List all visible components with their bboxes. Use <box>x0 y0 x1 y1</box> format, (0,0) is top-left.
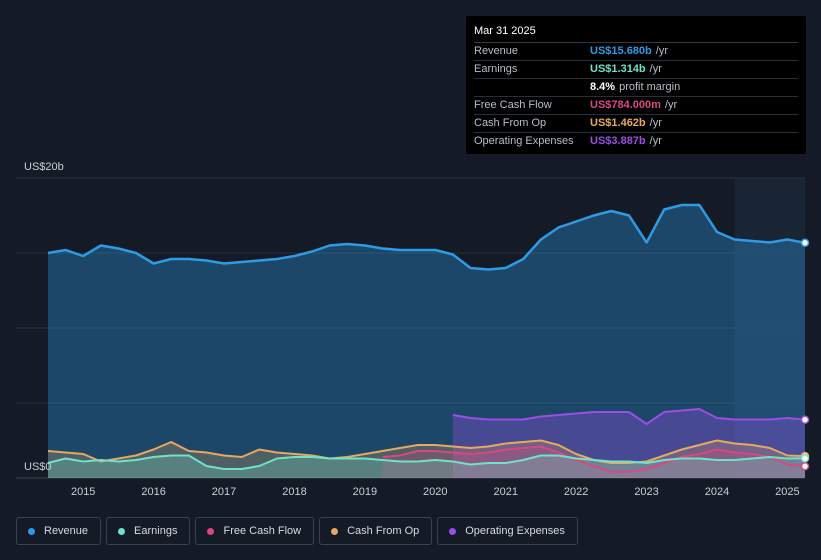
revenue-area <box>48 205 805 478</box>
tooltip-row: Earnings US$1.314b/yr <box>474 61 798 79</box>
revenue-end-point <box>800 238 810 248</box>
tooltip-row-value: US$1.314b <box>590 63 646 75</box>
tooltip-row-unit: /yr <box>649 135 662 147</box>
cash-from-op-line <box>47 439 806 464</box>
tooltip-row-unit: profit margin <box>619 81 681 93</box>
legend-item-operating-expenses[interactable]: Operating Expenses <box>437 517 578 545</box>
tooltip-row-value: US$3.887b <box>590 135 646 147</box>
series-areas <box>48 205 805 478</box>
tooltip: Mar 31 2025 Revenue US$15.680b/yr Earnings… <box>466 16 806 154</box>
x-tick-label: 2019 <box>353 486 377 498</box>
legend-item-label: Cash From Op <box>347 525 420 537</box>
series-lines <box>47 203 806 473</box>
tooltip-date: Mar 31 2025 <box>474 24 798 43</box>
x-tick-label: 2018 <box>282 486 306 498</box>
chart-area: US$20b US$0 2015 2016 2017 2018 2019 2020 2021… <box>16 161 810 498</box>
x-axis-ticks: 2015 2016 2017 2018 2019 2020 2021 2022 2023 2024… <box>71 486 800 498</box>
x-tick-label: 2020 <box>423 486 447 498</box>
legend-dot-icon <box>331 527 339 535</box>
tooltip-row-value: US$15.680b <box>590 45 652 57</box>
legend-item-revenue[interactable]: Revenue <box>16 517 102 545</box>
legend-item-earnings[interactable]: Earnings <box>106 517 191 545</box>
operating-expenses-line <box>452 408 806 425</box>
x-tick-label: 2016 <box>141 486 165 498</box>
legend-item-label: Revenue <box>44 525 89 537</box>
tooltip-row-value: US$784.000m <box>590 99 661 111</box>
tooltip-row: Operating Expenses US$3.887b/yr <box>474 133 798 150</box>
legend-dot-icon <box>449 527 457 535</box>
x-tick-label: 2017 <box>212 486 236 498</box>
legend-dot-icon <box>28 527 35 535</box>
tooltip-row-value: 8.4% <box>590 81 616 93</box>
x-tick-label: 2015 <box>71 486 95 498</box>
legend-item-label: Earnings <box>134 525 178 537</box>
revenue-line <box>47 203 806 271</box>
tooltip-row-label: Earnings <box>474 63 518 75</box>
tooltip-row-unit: /yr <box>649 63 662 75</box>
tooltip-row: Cash From Op US$1.462b/yr <box>474 115 798 133</box>
x-tick-label: 2021 <box>493 486 517 498</box>
tooltip-row-unit: /yr <box>655 45 668 57</box>
tooltip-row-unit: /yr <box>649 117 662 129</box>
highlight-band <box>734 178 805 478</box>
tooltip-row: Free Cash Flow US$784.000m/yr <box>474 97 798 115</box>
grid <box>16 177 805 479</box>
x-tick-label: 2023 <box>634 486 658 498</box>
earnings-end-point <box>800 454 810 463</box>
legend-item-label: Free Cash Flow <box>223 525 302 537</box>
free-cash-flow-line <box>382 445 806 473</box>
tooltip-row: 8.4% profit margin <box>474 79 798 97</box>
tooltip-rows: Revenue US$15.680b/yr Earnings US$1.314b/yr… <box>474 43 798 150</box>
tooltip-row-value: US$1.462b <box>590 117 646 129</box>
y-axis-top-label: US$20b <box>24 161 64 173</box>
legend-dot-icon <box>207 527 215 535</box>
tooltip-row-label <box>474 79 590 96</box>
tooltip-row-label: Cash From Op <box>474 117 547 129</box>
x-tick-label: 2025 <box>775 486 799 498</box>
tooltip-row-label: Operating Expenses <box>474 135 574 147</box>
free-cash-flow-end-point <box>800 461 810 471</box>
legend-item-cash-from-op[interactable]: Cash From Op <box>319 517 433 545</box>
x-tick-label: 2024 <box>705 486 729 498</box>
x-tick-label: 2022 <box>564 486 588 498</box>
tooltip-row-label: Free Cash Flow <box>474 99 552 111</box>
earnings-line <box>47 454 806 470</box>
series-end-markers <box>800 238 810 471</box>
legend-dot-icon <box>118 527 126 535</box>
legend-item-free-cash-flow[interactable]: Free Cash Flow <box>195 517 315 545</box>
operating-expenses-end-point <box>800 415 810 424</box>
tooltip-row-unit: /yr <box>664 99 678 111</box>
y-axis-zero-label: US$0 <box>24 461 52 473</box>
tooltip-row-label: Revenue <box>474 45 519 57</box>
legend: Revenue Earnings Free Cash Flow Cash From O… <box>16 517 583 545</box>
legend-item-label: Operating Expenses <box>465 525 565 537</box>
tooltip-row: Revenue US$15.680b/yr <box>474 43 798 61</box>
